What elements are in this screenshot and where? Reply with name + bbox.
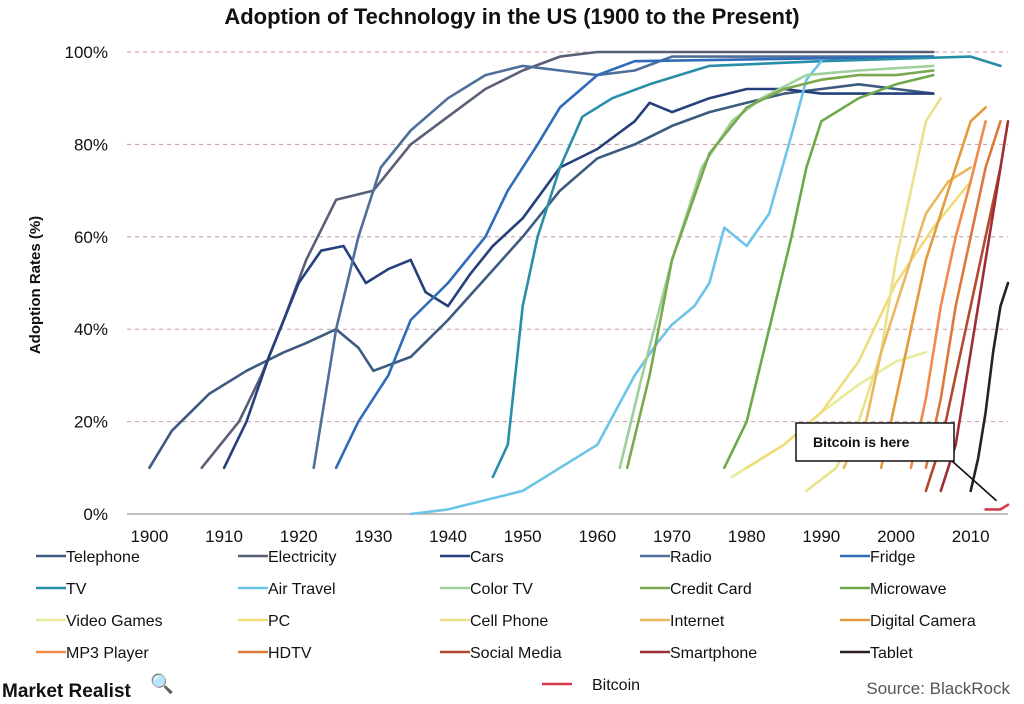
series-line-electricity xyxy=(200,50,935,470)
series-line-digital-camera xyxy=(879,106,987,470)
series-line-bitcoin xyxy=(984,503,1010,511)
y-tick-label: 80% xyxy=(74,135,108,154)
legend-label: Tablet xyxy=(870,645,913,662)
legend-label: Air Travel xyxy=(268,581,336,598)
x-tick-label: 1950 xyxy=(504,527,542,546)
x-tick-label: 1990 xyxy=(802,527,840,546)
bitcoin-annotation: Bitcoin is here xyxy=(795,422,998,502)
series-line-cars xyxy=(222,87,935,470)
legend-item: Air Travel xyxy=(238,581,336,598)
series-line-internet xyxy=(842,166,972,470)
series-line-tv xyxy=(491,55,1002,479)
x-tick-label: 1900 xyxy=(130,527,168,546)
legend-label: Smartphone xyxy=(670,645,757,662)
legend-item: Color TV xyxy=(440,581,533,598)
legend-label: Internet xyxy=(670,613,725,630)
series-lines xyxy=(148,50,1010,516)
y-tick-label: 20% xyxy=(74,413,108,432)
series-line-mp3-player xyxy=(909,120,987,470)
series-line-microwave xyxy=(723,73,935,470)
series-line-pc xyxy=(745,180,972,470)
legend-item: MP3 Player xyxy=(36,645,149,662)
legend-item: Video Games xyxy=(36,613,163,630)
x-tick-labels: 1900 1910 1920 1930 1940 1950 1960 1970 1980 1990… xyxy=(130,527,989,546)
legend-label: PC xyxy=(268,613,290,630)
callout-text: Bitcoin is here xyxy=(813,434,910,450)
legend-label: Bitcoin xyxy=(592,677,640,694)
brand-logo: Market Realist 🔍 xyxy=(2,671,174,702)
source-text: Source: BlackRock xyxy=(866,679,1010,698)
series-line-hdtv xyxy=(924,120,1002,470)
legend: Telephone Electricity Cars Radio Fridge TV Air… xyxy=(36,549,976,694)
legend-item: Credit Card xyxy=(640,581,752,598)
x-tick-label: 1970 xyxy=(653,527,691,546)
legend-label: Video Games xyxy=(66,613,163,630)
series-line-color-tv xyxy=(618,64,935,470)
legend-item: Smartphone xyxy=(640,645,757,662)
legend-item: HDTV xyxy=(238,645,312,662)
y-axis-label: Adoption Rates (%) xyxy=(27,216,44,354)
series-line-tablet xyxy=(969,281,1010,493)
legend-label: Radio xyxy=(670,549,712,566)
magnifier-icon: 🔍 xyxy=(150,671,174,695)
legend-label: Telephone xyxy=(66,549,140,566)
legend-item: Cell Phone xyxy=(440,613,548,630)
legend-label: MP3 Player xyxy=(66,645,149,662)
x-tick-label: 1920 xyxy=(280,527,318,546)
x-tick-label: 1980 xyxy=(728,527,766,546)
legend-item: Social Media xyxy=(440,645,562,662)
legend-item: Cars xyxy=(440,549,504,566)
callout-box xyxy=(795,422,955,462)
legend-item: Microwave xyxy=(840,581,947,598)
y-tick-label: 40% xyxy=(74,320,108,339)
legend-item: Bitcoin xyxy=(542,677,640,694)
y-tick-label: 100% xyxy=(65,43,108,62)
x-tick-label: 1940 xyxy=(429,527,467,546)
legend-label: Color TV xyxy=(470,581,533,598)
series-line-fridge xyxy=(334,55,935,470)
x-tick-label: 1930 xyxy=(354,527,392,546)
legend-label: Credit Card xyxy=(670,581,752,598)
x-tick-label: 1960 xyxy=(578,527,616,546)
brand-logo-text: Market Realist xyxy=(2,681,132,702)
legend-label: Fridge xyxy=(870,549,915,566)
legend-label: HDTV xyxy=(268,645,312,662)
legend-item: Internet xyxy=(640,613,725,630)
x-tick-label: 2010 xyxy=(952,527,990,546)
legend-item: Digital Camera xyxy=(840,613,976,630)
legend-item: Fridge xyxy=(840,549,915,566)
chart-title: Adoption of Technology in the US (1900 t… xyxy=(224,4,799,29)
legend-label: Cell Phone xyxy=(470,613,548,630)
y-tick-labels: 0% 20% 40% 60% 80% 100% xyxy=(65,43,108,524)
legend-label: Social Media xyxy=(470,645,562,662)
series-line-air-travel xyxy=(409,59,823,516)
legend-label: Cars xyxy=(470,549,504,566)
legend-label: Electricity xyxy=(268,549,336,566)
series-line-radio xyxy=(312,55,935,470)
callout-pointer xyxy=(951,460,998,502)
legend-label: Digital Camera xyxy=(870,613,976,630)
gridlines xyxy=(127,51,1008,515)
legend-item: Radio xyxy=(640,549,712,566)
legend-label: Microwave xyxy=(870,581,947,598)
legend-item: Telephone xyxy=(36,549,140,566)
x-tick-label: 2000 xyxy=(877,527,915,546)
legend-item: PC xyxy=(238,613,290,630)
x-tick-label: 1910 xyxy=(205,527,243,546)
series-line-telephone xyxy=(148,83,935,470)
series-line-credit-card xyxy=(625,69,935,470)
legend-item: TV xyxy=(36,581,87,598)
legend-label: TV xyxy=(66,581,87,598)
legend-item: Tablet xyxy=(840,645,913,662)
legend-item: Electricity xyxy=(238,549,336,566)
y-tick-label: 0% xyxy=(83,505,108,524)
y-tick-label: 60% xyxy=(74,228,108,247)
